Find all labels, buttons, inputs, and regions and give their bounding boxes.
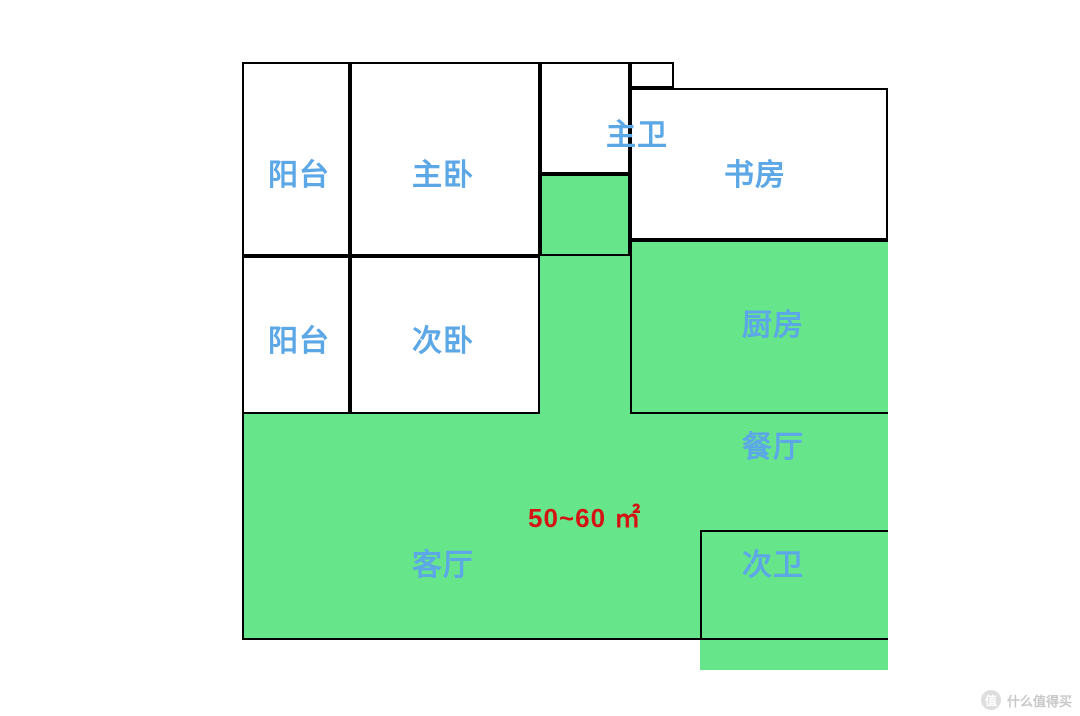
area-label: 50~60 ㎡: [528, 498, 641, 535]
label-master-bath: 主卫: [606, 110, 668, 154]
watermark-icon: 值: [981, 690, 1001, 710]
label-kitchen: 厨房: [742, 300, 804, 344]
label-living: 客厅: [412, 540, 474, 584]
room-wall-stub: [540, 174, 630, 256]
label-second-bath: 次卫: [742, 540, 804, 584]
floorplan-stage: 阳台主卧主卫书房阳台次卧厨房餐厅客厅次卫 50~60 ㎡ 值 什么值得买: [0, 0, 1080, 716]
watermark: 值 什么值得买: [981, 690, 1072, 710]
label-balcony-1: 阳台: [268, 150, 330, 194]
label-balcony-2: 阳台: [268, 316, 330, 360]
label-dining: 餐厅: [742, 422, 804, 466]
label-second-bedroom: 次卧: [412, 316, 474, 360]
watermark-text: 什么值得买: [1007, 691, 1072, 710]
green-right-bottom: [700, 640, 888, 670]
label-master-bedroom: 主卧: [412, 150, 474, 194]
label-study: 书房: [724, 150, 786, 194]
room-study-cut: [630, 62, 674, 88]
